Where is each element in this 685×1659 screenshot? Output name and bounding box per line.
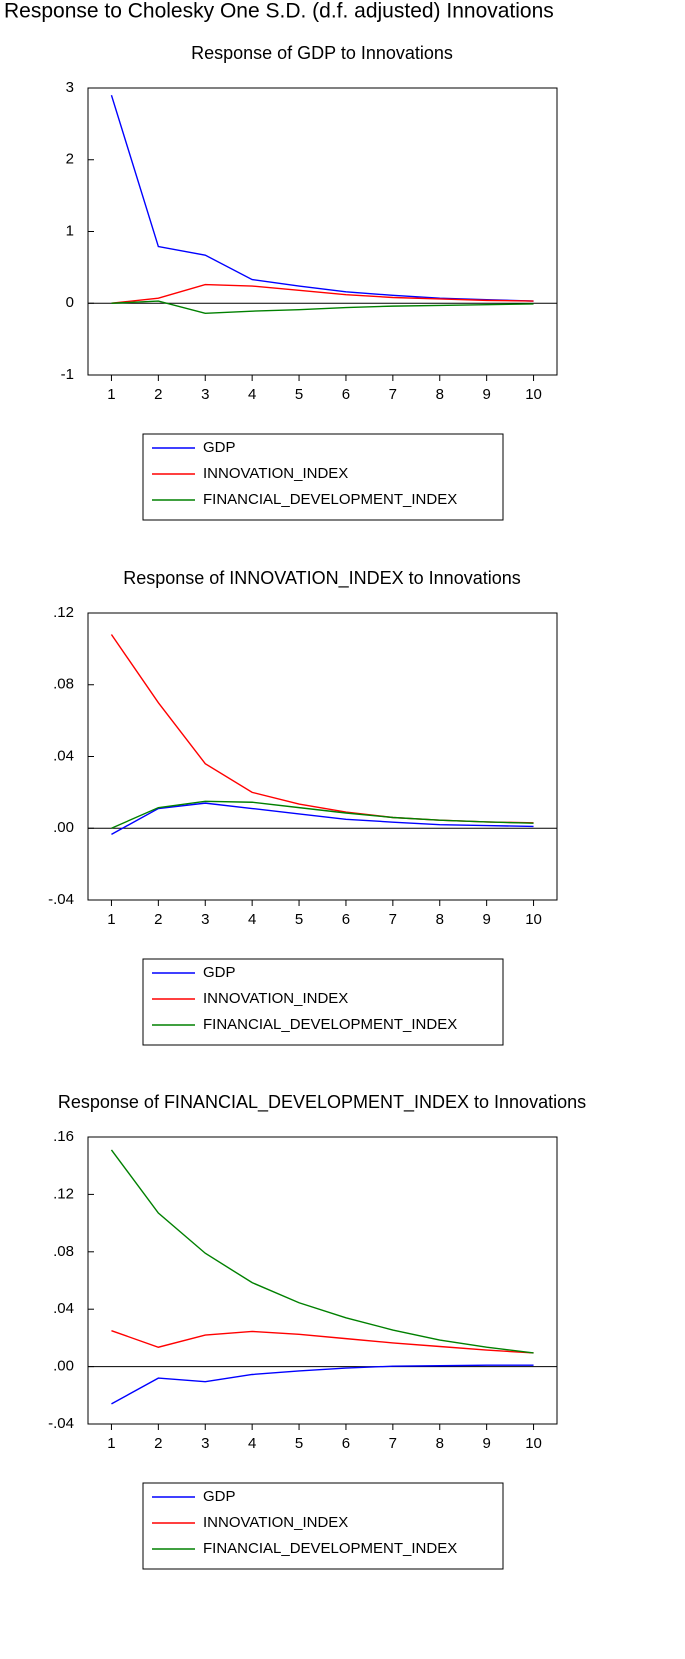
- x-tick-label: 10: [525, 1435, 542, 1452]
- x-tick-label: 2: [154, 911, 162, 928]
- legend-label: GDP: [203, 1488, 236, 1505]
- x-tick-label: 6: [342, 911, 350, 928]
- legend-label: GDP: [203, 964, 236, 981]
- x-tick-label: 9: [482, 911, 490, 928]
- chart-title: Response of INNOVATION_INDEX to Innovati…: [123, 568, 521, 589]
- legend-label: FINANCIAL_DEVELOPMENT_INDEX: [203, 1540, 457, 1557]
- series-line: [111, 800, 534, 829]
- page-title: Response to Cholesky One S.D. (d.f. adju…: [4, 0, 554, 23]
- y-tick-label: 1: [66, 222, 74, 239]
- legend-label: INNOVATION_INDEX: [203, 990, 348, 1007]
- y-tick-label: .00: [53, 819, 74, 836]
- legend-box: [142, 433, 504, 521]
- series-line: [110, 634, 534, 824]
- y-tick-label: -.04: [48, 1415, 74, 1432]
- y-tick-label: .08: [53, 676, 74, 693]
- series-line: [111, 802, 534, 835]
- x-tick-label: 4: [248, 1435, 256, 1452]
- x-tick-label: 1: [107, 386, 115, 403]
- series-line: [111, 1330, 534, 1354]
- x-tick-label: 2: [154, 1435, 162, 1452]
- plot-frame: [87, 612, 558, 901]
- x-tick-label: 6: [342, 1435, 350, 1452]
- y-tick-label: 2: [66, 151, 74, 168]
- legend-label: INNOVATION_INDEX: [203, 465, 348, 482]
- y-tick-label: .16: [53, 1128, 74, 1145]
- x-tick-label: 5: [295, 911, 303, 928]
- legend-label: FINANCIAL_DEVELOPMENT_INDEX: [203, 491, 457, 508]
- x-tick-label: 7: [389, 911, 397, 928]
- legend-box: [142, 1482, 504, 1570]
- x-tick-label: 5: [295, 1435, 303, 1452]
- series-line: [111, 283, 534, 304]
- x-tick-label: 9: [482, 386, 490, 403]
- x-tick-label: 5: [295, 386, 303, 403]
- chart-title: Response of GDP to Innovations: [191, 43, 453, 63]
- x-tick-label: 1: [107, 911, 115, 928]
- series-line: [110, 94, 534, 302]
- x-tick-label: 1: [107, 1435, 115, 1452]
- legend-label: FINANCIAL_DEVELOPMENT_INDEX: [203, 1016, 457, 1033]
- x-tick-label: 9: [482, 1435, 490, 1452]
- chart-title: Response of FINANCIAL_DEVELOPMENT_INDEX …: [58, 1092, 586, 1113]
- x-tick-label: 10: [525, 911, 542, 928]
- y-tick-label: -.04: [48, 891, 74, 908]
- x-tick-label: 7: [389, 1435, 397, 1452]
- x-tick-label: 2: [154, 386, 162, 403]
- x-tick-label: 8: [436, 1435, 444, 1452]
- legend-label: GDP: [203, 439, 236, 456]
- x-tick-label: 7: [389, 386, 397, 403]
- x-tick-label: 4: [248, 911, 256, 928]
- y-tick-label: -1: [61, 366, 74, 383]
- x-tick-label: 6: [342, 386, 350, 403]
- x-tick-label: 4: [248, 386, 256, 403]
- series-line: [111, 300, 534, 315]
- x-tick-label: 8: [436, 911, 444, 928]
- y-tick-label: 0: [66, 294, 74, 311]
- x-tick-label: 3: [201, 911, 209, 928]
- x-tick-label: 10: [525, 386, 542, 403]
- y-tick-label: .00: [53, 1358, 74, 1375]
- y-tick-label: .12: [53, 604, 74, 621]
- x-tick-label: 8: [436, 386, 444, 403]
- plot-frame: [87, 87, 558, 376]
- x-tick-label: 3: [201, 1435, 209, 1452]
- y-tick-label: .04: [53, 1300, 74, 1317]
- y-tick-label: .08: [53, 1243, 74, 1260]
- y-tick-label: .04: [53, 747, 74, 764]
- x-tick-label: 3: [201, 386, 209, 403]
- legend-box: [142, 958, 504, 1046]
- series-line: [111, 1364, 534, 1405]
- y-tick-label: .12: [53, 1185, 74, 1202]
- series-line: [110, 1149, 534, 1354]
- legend-label: INNOVATION_INDEX: [203, 1514, 348, 1531]
- y-tick-label: 3: [66, 79, 74, 96]
- plot-frame: [87, 1136, 558, 1425]
